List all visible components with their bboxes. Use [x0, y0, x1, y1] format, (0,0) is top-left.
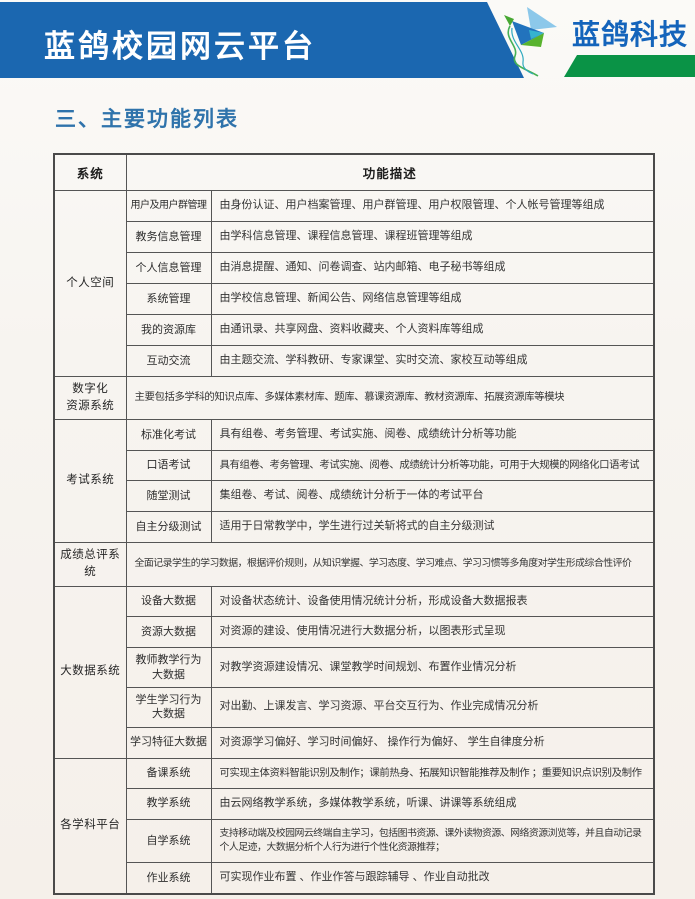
brand-name: 蓝鸽科技 [572, 19, 689, 50]
feature-desc-cell: 全面记录学生的学习数据，根据评价规则，从知识掌握、学习态度、学习难点、学习习惯等… [125, 542, 655, 587]
table-row: 教务信息管理 由学科信息管理、课程信息管理、课程班管理等组成 [54, 220, 655, 253]
category-cell: 个人空间 [53, 190, 127, 377]
feature-label-cell: 备课系统 [125, 757, 212, 789]
table-row: 互动交流 由主题交流、学科教研、专家课堂、实时交流、家校互动等组成 [54, 344, 655, 377]
table-row: 教师教学行为 大数据 对教学资源建设情况、课堂教学时间规划、布置作业情况分析 [54, 647, 655, 688]
category-cell: 各学科平台 [53, 757, 127, 895]
feature-label-cell: 作业系统 [125, 862, 212, 895]
table-row: 资源大数据 对资源的建设、使用情况进行大数据分析，以图表形式呈现 [54, 616, 655, 649]
feature-desc-cell: 支持移动端及校园网云终端自主学习，包括图书资源、课外读物资源、网络资源浏览等，并… [210, 818, 655, 864]
table-header-description: 功能描述 [125, 153, 655, 191]
feature-label-cell: 教师教学行为 大数据 [125, 647, 212, 688]
feature-desc-cell: 由学校信息管理、新闻公告、网络信息管理等组成 [210, 282, 655, 315]
table-row: 个人信息管理 由消息提醒、通知、问卷调查、站内邮箱、电子秘书等组成 [54, 251, 655, 284]
table-row: 数字化 资源系统 主要包括多学科的知识点库、多媒体素材库、题库、慕课资源库、教材资… [53, 375, 655, 421]
category-cell: 考试系统 [53, 419, 127, 544]
table-row: 自主分级测试 适用于日常教学中，学生进行过关斩将式的自主分级测试 [54, 511, 655, 544]
feature-label-cell: 教学系统 [125, 787, 212, 820]
table-row: 口语考试 具有组卷、考务管理、考试实施、阅卷、成绩统计分析等功能，可用于大规模的网… [54, 450, 655, 482]
feature-desc-cell: 由身份认证、用户档案管理、用户群管理、用户权限管理、个人帐号管理等组成 [210, 190, 655, 222]
category-cell: 数字化 资源系统 [53, 375, 127, 421]
feature-desc-cell: 对资源学习偏好、学习时间偏好、 操作行为偏好、 学生自律度分析 [210, 726, 655, 759]
feature-label-cell: 互动交流 [125, 344, 212, 377]
feature-label-cell: 资源大数据 [125, 616, 212, 649]
table-row: 学生学习行为 大数据 对出勤、上课发言、学习资源、平台交互行为、作业完成情况分析 [54, 686, 655, 728]
feature-desc-cell: 由通讯录、共享网盘、资料收藏夹、个人资料库等组成 [210, 313, 655, 346]
section-heading: 三、主要功能列表 [55, 108, 239, 131]
table-row: 考试系统 标准化考试 具有组卷、考务管理、考试实施、阅卷、成绩统计分析等功能 [53, 419, 655, 544]
table-row: 我的资源库 由通讯录、共享网盘、资料收藏夹、个人资料库等组成 [54, 313, 655, 346]
feature-desc-cell: 适用于日常教学中，学生进行过关斩将式的自主分级测试 [210, 511, 655, 544]
feature-desc-cell: 由云网络教学系统，多媒体教学系统，听课、讲课等系统组成 [210, 787, 655, 820]
feature-desc-cell: 对设备状态统计、设备使用情况统计分析，形成设备大数据报表 [210, 585, 655, 618]
feature-label-cell: 用户及用户群管理 [125, 190, 212, 222]
feature-label-cell: 自学系统 [125, 818, 212, 864]
feature-desc-cell: 集组卷、考试、阅卷、成绩统计分析于一体的考试平台 [210, 480, 655, 513]
feature-label-cell: 教务信息管理 [125, 220, 212, 253]
feature-label-cell: 口语考试 [125, 450, 212, 482]
table-row: 个人空间 用户及用户群管理 由身份认证、用户档案管理、用户群管理、用户权限管理、个人… [53, 190, 655, 377]
table-row: 成绩总评系统 全面记录学生的学习数据，根据评价规则，从知识掌握、学习态度、学习难点… [53, 542, 655, 587]
table-row: 大数据系统 设备大数据 对设备状态统计、设备使用情况统计分析，形成设备大数据报表 [53, 585, 655, 759]
feature-desc-cell: 由消息提醒、通知、问卷调查、站内邮箱、电子秘书等组成 [210, 251, 655, 284]
feature-label-cell: 我的资源库 [125, 313, 212, 346]
header-banner: 蓝鸽校园网云平台 蓝鸽科技 [0, 0, 695, 90]
feature-desc-cell: 对教学资源建设情况、课堂教学时间规划、布置作业情况分析 [210, 647, 655, 688]
function-table: 系统 功能描述 个人空间 用户及用户群管理 由身份认证、用户档案管理、用户群管理、用户权… [53, 153, 656, 896]
feature-desc-cell: 对出勤、上课发言、学习资源、平台交互行为、作业完成情况分析 [210, 686, 655, 728]
table-row: 各学科平台 备课系统 可实现主体资料智能识别及制作；课前热身、拓展知识智能推荐及制作… [53, 757, 655, 895]
feature-desc-cell: 可实现作业布置 、作业作答与跟踪辅导 、作业自动批改 [210, 862, 655, 895]
feature-label-cell: 个人信息管理 [125, 251, 212, 284]
feature-label-cell: 学生学习行为 大数据 [125, 686, 212, 728]
feature-label-cell: 系统管理 [125, 282, 212, 315]
feature-label-cell: 随堂测试 [125, 480, 212, 513]
feature-desc-cell: 由学科信息管理、课程信息管理、课程班管理等组成 [210, 220, 655, 253]
table-row: 作业系统 可实现作业布置 、作业作答与跟踪辅导 、作业自动批改 [54, 862, 655, 895]
feature-desc-cell: 主要包括多学科的知识点库、多媒体素材库、题库、慕课资源库、教材资源库、拓展资源库… [125, 375, 655, 421]
feature-desc-cell: 具有组卷、考务管理、考试实施、阅卷、成绩统计分析等功能 [210, 419, 655, 452]
table-row: 随堂测试 集组卷、考试、阅卷、成绩统计分析于一体的考试平台 [54, 480, 655, 513]
header-band-graphics [0, 2, 695, 78]
platform-title: 蓝鸽校园网云平台 [44, 29, 316, 64]
table-row: 系统管理 由学校信息管理、新闻公告、网络信息管理等组成 [54, 282, 655, 315]
table-row: 教学系统 由云网络教学系统，多媒体教学系统，听课、讲课等系统组成 [54, 787, 655, 820]
feature-label-cell: 标准化考试 [125, 419, 212, 452]
feature-desc-cell: 可实现主体资料智能识别及制作；课前热身、拓展知识智能推荐及制作 ；重要知识点识别… [210, 757, 655, 789]
table-row: 自学系统 支持移动端及校园网云终端自主学习，包括图书资源、课外读物资源、网络资源浏… [54, 818, 655, 864]
table-header-system: 系统 [53, 153, 127, 191]
green-bar-shape [564, 55, 695, 77]
feature-label-cell: 学习特征大数据 [125, 726, 212, 759]
blue-band-shape [0, 2, 524, 78]
table-header-row: 系统 功能描述 [53, 153, 655, 191]
table-row: 学习特征大数据 对资源学习偏好、学习时间偏好、 操作行为偏好、 学生自律度分析 [54, 726, 655, 759]
origami-bird-icon [504, 7, 557, 77]
feature-desc-cell: 对资源的建设、使用情况进行大数据分析，以图表形式呈现 [210, 616, 655, 649]
category-cell: 大数据系统 [53, 585, 127, 759]
feature-label-cell: 设备大数据 [125, 585, 212, 618]
feature-label-cell: 自主分级测试 [125, 511, 212, 544]
feature-desc-cell: 由主题交流、学科教研、专家课堂、实时交流、家校互动等组成 [210, 344, 655, 377]
category-cell: 成绩总评系统 [53, 542, 127, 587]
feature-desc-cell: 具有组卷、考务管理、考试实施、阅卷、成绩统计分析等功能，可用于大规模的网络化口语… [210, 450, 655, 482]
